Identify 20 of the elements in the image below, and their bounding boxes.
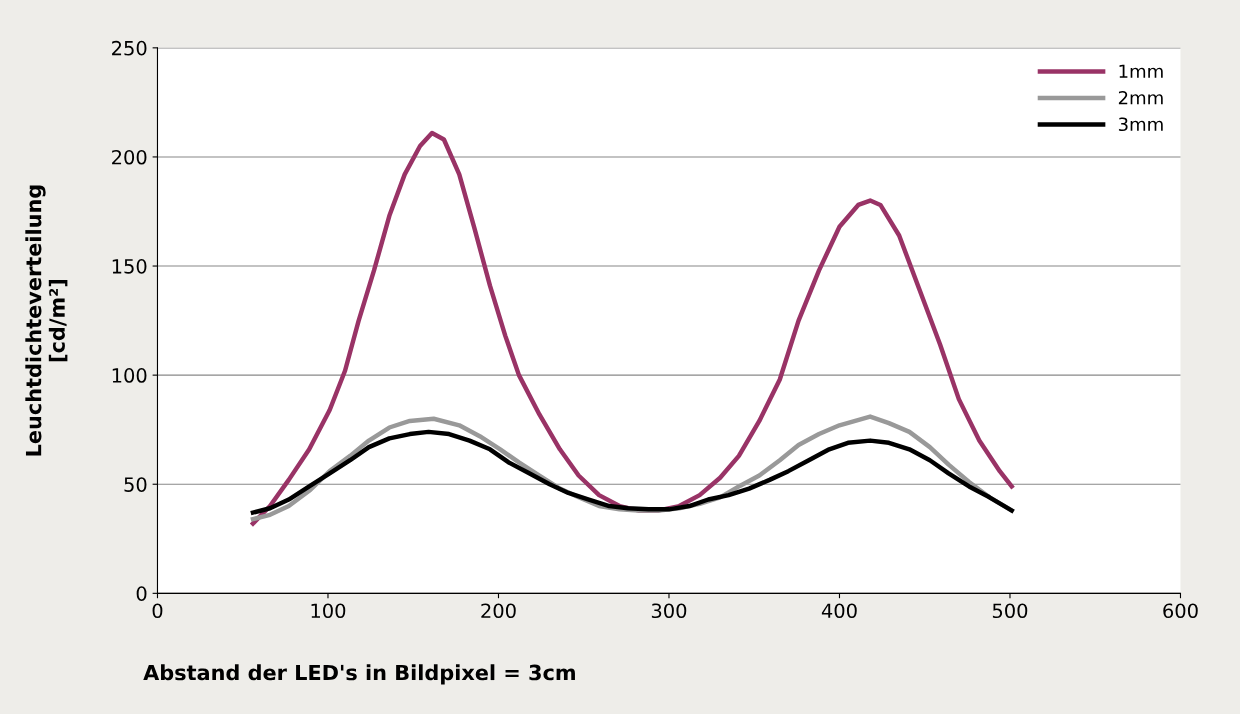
- legend-label: 3mm: [1118, 117, 1163, 132]
- x-tick-label: 100: [311, 603, 346, 619]
- legend-label: 1mm: [1119, 64, 1163, 78]
- x-tick-label: 600: [1163, 603, 1198, 619]
- x-tick-label: 300: [651, 603, 687, 619]
- line-series: [250, 429, 1014, 515]
- y-tick-label: 50: [124, 477, 147, 492]
- y-tick-label: 0: [136, 586, 147, 601]
- x-axis-title: Abstand der LED's in Bildpixel = 3cm: [143, 664, 575, 685]
- y-tick-label: 150: [112, 258, 147, 274]
- x-tick-label: 400: [821, 603, 857, 619]
- x-tick-label: 200: [481, 603, 516, 619]
- line-series: [250, 130, 1014, 526]
- y-tick-label: 250: [112, 40, 147, 56]
- y-axis-title: Leuchtdichteverteilung [cd/m²]: [25, 185, 68, 456]
- legend-label: 2mm: [1118, 90, 1163, 105]
- x-tick-label: 0: [152, 603, 163, 619]
- y-tick-label: 100: [112, 368, 147, 383]
- x-tick-label: 500: [992, 603, 1028, 619]
- y-tick-label: 200: [112, 149, 147, 165]
